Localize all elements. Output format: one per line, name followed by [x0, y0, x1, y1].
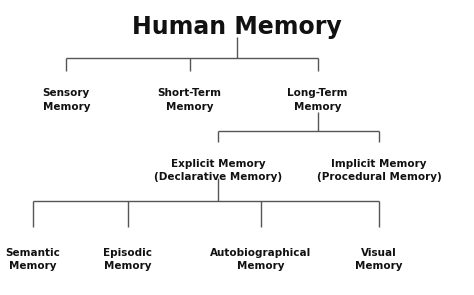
- Text: Short-Term
Memory: Short-Term Memory: [157, 88, 222, 112]
- Text: Autobiographical
Memory: Autobiographical Memory: [210, 248, 311, 271]
- Text: Human Memory: Human Memory: [132, 14, 342, 39]
- Text: Explicit Memory
(Declarative Memory): Explicit Memory (Declarative Memory): [154, 159, 282, 183]
- Text: Visual
Memory: Visual Memory: [356, 248, 403, 271]
- Text: Sensory
Memory: Sensory Memory: [43, 88, 90, 112]
- Text: Implicit Memory
(Procedural Memory): Implicit Memory (Procedural Memory): [317, 159, 442, 183]
- Text: Long-Term
Memory: Long-Term Memory: [287, 88, 348, 112]
- Text: Semantic
Memory: Semantic Memory: [6, 248, 61, 271]
- Text: Episodic
Memory: Episodic Memory: [103, 248, 153, 271]
